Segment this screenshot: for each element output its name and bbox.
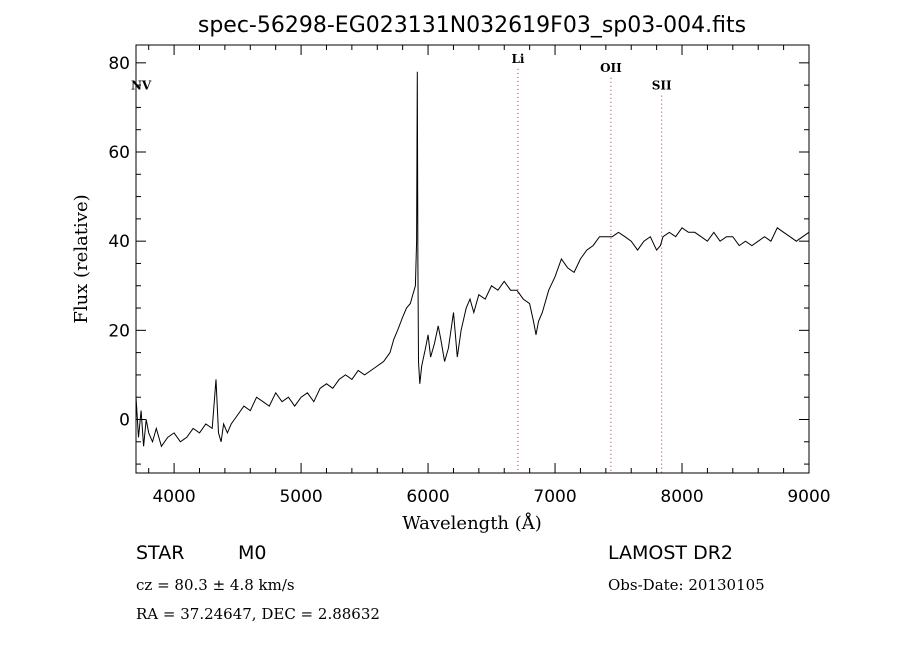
observation-date: Obs-Date: 20130105 bbox=[608, 576, 765, 594]
x-tick-label: 7000 bbox=[533, 487, 576, 507]
line-marker-label: OII bbox=[600, 61, 622, 75]
y-tick-label: 0 bbox=[119, 411, 130, 431]
line-marker-label: NV bbox=[131, 79, 152, 93]
axis-ticks bbox=[136, 45, 810, 473]
y-tick-label: 20 bbox=[108, 321, 130, 341]
object-type: STAR bbox=[136, 542, 185, 564]
x-tick-label: 4000 bbox=[152, 487, 195, 507]
coordinates: RA = 37.24647, DEC = 2.88632 bbox=[136, 605, 380, 623]
subclass: M0 bbox=[238, 542, 267, 564]
y-axis-label: Flux (relative) bbox=[71, 194, 92, 323]
chart-title: spec-56298-EG023131N032619F03_sp03-004.f… bbox=[198, 13, 746, 38]
survey-name: LAMOST DR2 bbox=[608, 542, 733, 564]
line-marker-label: Li bbox=[511, 52, 524, 66]
y-tick-label: 80 bbox=[108, 54, 130, 74]
spectrum-line bbox=[135, 71, 810, 448]
line-marker-label: SII bbox=[652, 79, 672, 93]
x-axis-label: Wavelength (Å) bbox=[402, 512, 542, 534]
y-tick-label: 60 bbox=[108, 143, 130, 163]
x-tick-label: 9000 bbox=[787, 487, 830, 507]
y-tick-labels: 0 20 40 60 80 bbox=[108, 54, 130, 431]
redshift-velocity: cz = 80.3 ± 4.8 km/s bbox=[136, 576, 295, 594]
x-tick-label: 5000 bbox=[279, 487, 322, 507]
line-markers: NV Li OII SII bbox=[131, 52, 672, 473]
x-tick-label: 8000 bbox=[660, 487, 703, 507]
y-tick-label: 40 bbox=[108, 232, 130, 252]
plot-frame bbox=[135, 44, 810, 474]
x-tick-labels: 4000 5000 6000 7000 8000 9000 bbox=[152, 487, 830, 507]
x-tick-label: 6000 bbox=[406, 487, 449, 507]
